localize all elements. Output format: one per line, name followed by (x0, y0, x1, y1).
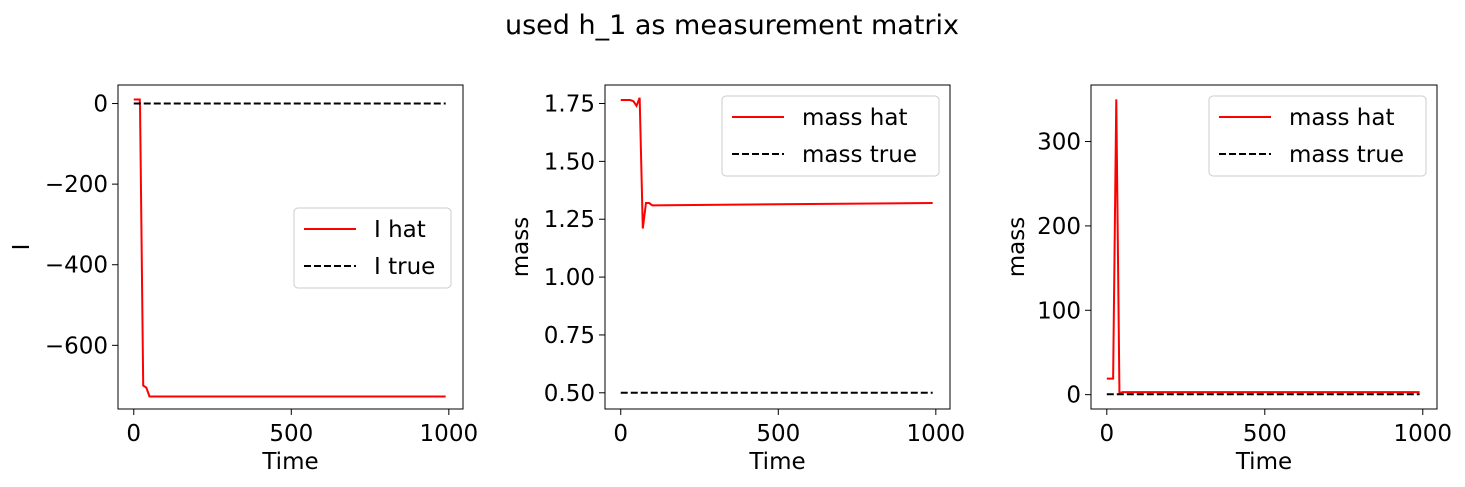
legend-label: I true (374, 254, 435, 280)
x-tick-label: 0 (126, 421, 141, 447)
x-tick-label: 0 (613, 421, 628, 447)
legend: I hat I true (293, 207, 452, 289)
y-tick-label: −400 (45, 253, 108, 279)
y-tick-label: −600 (45, 333, 108, 359)
x-axis-label: Time (748, 449, 805, 475)
x-axis-label: Time (261, 449, 318, 475)
x-tick-label: 1000 (907, 421, 966, 447)
y-tick-label: 0 (93, 92, 108, 118)
legend-label: mass hat (1289, 105, 1394, 131)
x-tick-label: 1000 (1394, 421, 1453, 447)
y-tick-label: 100 (1037, 298, 1081, 324)
series-line-1 (1106, 99, 1420, 395)
x-axis-label: Time (1235, 449, 1292, 475)
legend-label: mass true (802, 142, 917, 168)
legend-label: mass true (1289, 142, 1404, 168)
y-tick-label: 0 (1066, 383, 1081, 409)
y-tick-label: 200 (1037, 214, 1081, 240)
plot-frame (117, 84, 464, 410)
x-tick-label: 500 (1243, 421, 1287, 447)
x-tick-label: 500 (269, 421, 313, 447)
chart-panel-2: 0 500 1000 0.50 0.75 1.00 1.25 1.50 1.75 Time mass… (508, 84, 966, 475)
y-tick-label: −200 (45, 172, 108, 198)
y-tick-label: 1.75 (544, 92, 595, 118)
series-line-1 (133, 98, 446, 398)
chart-panel-1: 0 500 1000 0 −200 −400 −600 Time I I hat I true (9, 84, 479, 475)
y-tick-label: 1.25 (544, 207, 595, 233)
chart-panel-3: 0 500 1000 0 100 200 300 Time mass mass hat mass t… (1004, 84, 1453, 475)
y-tick-label: 0.50 (544, 381, 595, 407)
figure-title: used h_1 as measurement matrix (505, 10, 959, 41)
y-tick-label: 0.75 (544, 323, 595, 349)
x-tick-label: 500 (756, 421, 800, 447)
x-tick-label: 0 (1099, 421, 1114, 447)
y-tick-label: 300 (1037, 130, 1081, 156)
legend: mass hat mass true (721, 95, 940, 177)
plot-frame (604, 84, 951, 410)
legend: mass hat mass true (1208, 95, 1427, 177)
y-axis-label: mass (1004, 217, 1030, 277)
series-line-1 (620, 97, 933, 229)
y-tick-label: 1.50 (544, 149, 595, 175)
y-tick-label: 1.00 (544, 265, 595, 291)
y-axis-label: mass (508, 217, 534, 277)
y-axis-label: I (9, 244, 35, 251)
legend-label: I hat (374, 217, 426, 243)
plot-frame (1090, 84, 1438, 410)
legend-label: mass hat (802, 105, 907, 131)
x-tick-label: 1000 (420, 421, 479, 447)
